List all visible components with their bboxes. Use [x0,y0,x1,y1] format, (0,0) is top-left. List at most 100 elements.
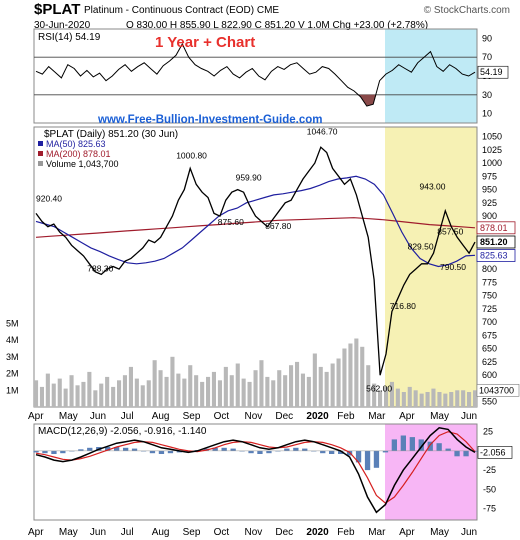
rsi-frame [33,28,478,124]
macd-histogram-bar [33,450,39,453]
volume-bar [265,376,270,407]
volume-bar [211,371,216,407]
price-annotation: 788.30 [87,263,113,273]
volume-bar [407,386,412,407]
rsi-last-value-box [477,65,509,79]
price-tick-label: 675 [482,330,497,340]
macd-histogram-bar [454,450,460,457]
x-axis-tick-label: Jun [90,411,106,422]
instrument-description: Platinum - Continuous Contract (EOD) CME [84,5,279,16]
macd-line [35,426,476,514]
quote-date: 30-Jun-2020 [34,20,91,31]
volume-layer [34,338,478,408]
x-axis-tick-label: Aug [152,527,170,538]
rsi-layer: 907050301054.19 [34,33,509,119]
volume-bar [360,346,365,407]
macd-histogram-bar [329,450,335,454]
volume-bar [134,378,139,407]
volume-legend: Volume 1,043,700 [46,159,119,169]
macd-histogram-bar [445,448,451,451]
volume-bar [431,388,436,407]
macd-histogram-bar [463,450,469,457]
rsi-legend: RSI(14) 54.19 [38,32,101,43]
exchange-text: CME [256,5,280,16]
volume-bar [342,348,347,407]
symbol-title: $PLAT [34,1,81,18]
volume-bar [401,392,406,407]
description-text: Platinum - Continuous Contract (EOD) [84,5,255,16]
x-axis-tick-label: Feb [337,527,355,538]
macd-histogram-bar [149,450,156,454]
x-axis-tick-label: Jul [121,411,134,422]
x-axis-tick-label: May [430,411,449,422]
x-axis-tick-label: Oct [214,411,230,422]
chart-title-overlay: 1 Year + Chart [155,34,255,51]
ma200-swatch [38,151,43,156]
volume-tick-label: 2M [6,369,19,379]
price-last-value-box [476,235,516,249]
macd-histogram-bar [105,447,111,451]
macd-histogram-bar [418,439,424,451]
macd-histogram-bar [391,439,397,451]
price-tick-label: 550 [482,397,497,407]
macd-histogram-bar [60,450,66,454]
macd-histogram-bar [373,450,380,468]
ohlc-readout: O 830.00 H 855.90 L 822.90 C 851.20 V 1.… [126,20,429,31]
macd-tick-label: -75 [483,503,496,513]
x-axis-tick-label: May [59,411,78,422]
x-axis-tick-label: 2020 [306,411,329,422]
rsi-tick-label: 10 [482,109,492,119]
volume-bar [51,383,56,407]
macd-histogram-bar [266,450,272,454]
volume-bar [277,370,282,407]
x-axis-tick-label: Sep [183,527,201,538]
x-axis-tick-label: Sep [183,411,201,422]
macd-tick-label: 25 [483,427,493,437]
volume-bar [324,371,329,407]
volume-bar [194,375,199,407]
volume-bar [164,376,169,407]
volume-bar [330,363,335,407]
volume-bar [200,381,205,407]
volume-bar [99,383,104,407]
x-axis-tick-label: Jun [90,527,106,538]
volume-bar [473,390,478,407]
volume-bar [395,388,400,407]
macd-histogram-bar [355,450,362,463]
macd-tick-label: -25 [483,465,496,475]
volume-bar [259,360,264,407]
price-tick-label: 975 [482,171,497,181]
volume-tick-label: 3M [6,352,19,362]
price-tick-label: 600 [482,370,497,380]
volume-tick-label: 1M [6,385,19,395]
volume-bar [366,365,371,407]
rsi-oversold-fill [357,94,377,107]
x-axis-tick-label: Oct [214,527,230,538]
price-annotation: 790.50 [440,262,466,272]
macd-tick-label: -50 [483,484,496,494]
ma200-legend: MA(200) 878.01 [46,149,111,159]
volume-bar [170,356,175,407]
volume-bar [283,375,288,407]
volume-bar [467,392,472,407]
price-tick-label: 625 [482,357,497,367]
rsi-panel: 907050301054.19 RSI(14) 54.19 1 Year + C… [33,28,509,124]
price-tick-label: 725 [482,304,497,314]
volume-bar [152,360,157,407]
macd-histogram-bar [221,447,227,451]
volume-bar [111,386,116,407]
volume-bar [105,376,110,407]
volume-bar [235,363,240,407]
macd-histogram-bar [257,450,263,454]
ma50-swatch [38,141,43,146]
macd-frame [33,423,478,521]
volume-bar [425,392,430,407]
volume-bar [217,380,222,408]
x-axis-tick-label: Apr [399,527,415,538]
volume-bar [223,366,228,407]
volume-bar [188,365,193,407]
volume-bar [306,376,311,407]
volume-bar [271,380,276,408]
volume-bar [63,388,68,407]
macd-histogram-bar [42,450,48,454]
